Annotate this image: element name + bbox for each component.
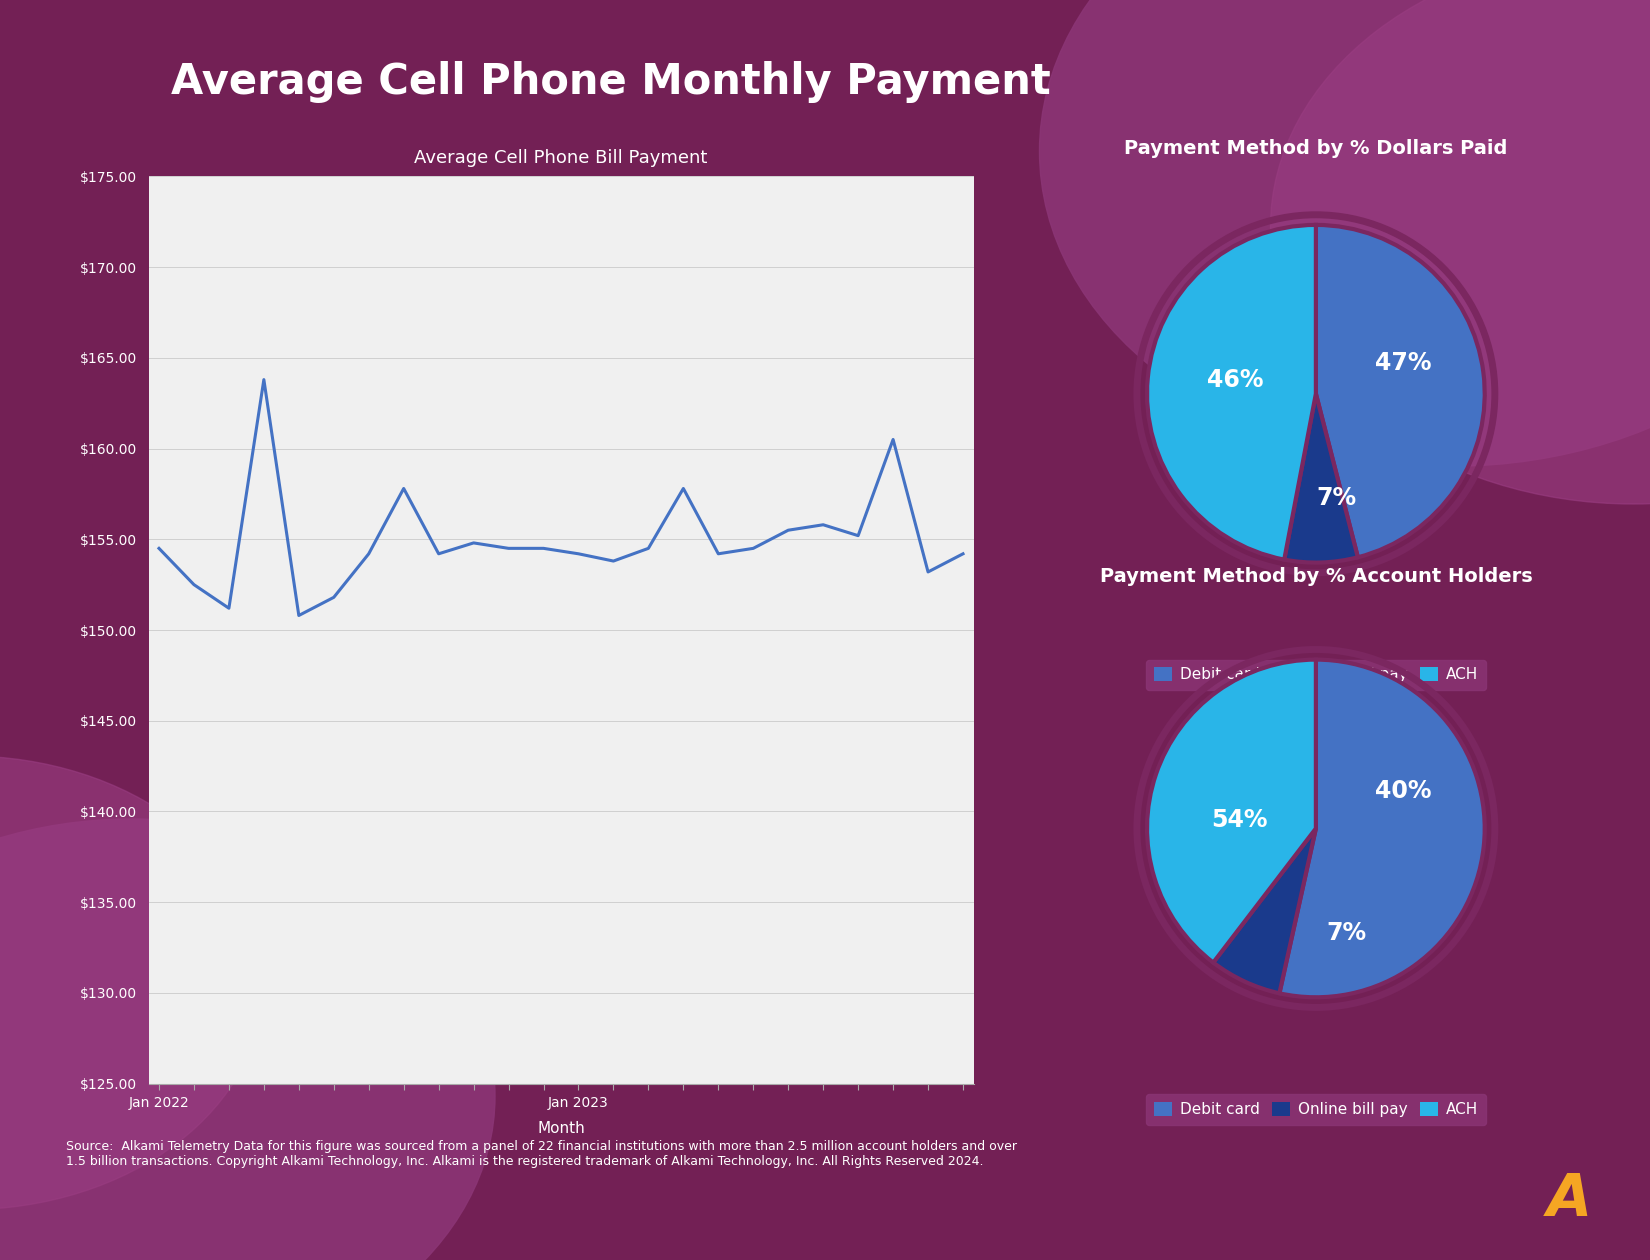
Legend: Debit card, Online bill pay, ACH: Debit card, Online bill pay, ACH [1147, 660, 1485, 690]
Wedge shape [1213, 829, 1317, 993]
Circle shape [0, 756, 264, 1210]
Text: 46%: 46% [1206, 368, 1264, 392]
Circle shape [1040, 0, 1650, 466]
X-axis label: Month: Month [538, 1121, 584, 1137]
Wedge shape [1279, 659, 1485, 997]
Wedge shape [1315, 226, 1485, 557]
Text: 7%: 7% [1327, 921, 1366, 945]
Circle shape [1270, 0, 1650, 504]
Text: 7%: 7% [1317, 486, 1356, 510]
Text: 40%: 40% [1376, 779, 1432, 804]
Text: A: A [1548, 1172, 1592, 1228]
Text: Average Cell Phone Monthly Payment: Average Cell Phone Monthly Payment [170, 60, 1051, 103]
Title: Average Cell Phone Bill Payment: Average Cell Phone Bill Payment [414, 149, 708, 166]
Text: Payment Method by % Account Holders: Payment Method by % Account Holders [1099, 567, 1533, 586]
Wedge shape [1147, 659, 1317, 963]
Text: 47%: 47% [1376, 352, 1432, 375]
Text: Payment Method by % Dollars Paid: Payment Method by % Dollars Paid [1124, 139, 1508, 158]
Legend: Debit card, Online bill pay, ACH: Debit card, Online bill pay, ACH [1147, 1095, 1485, 1125]
Wedge shape [1147, 226, 1317, 559]
Wedge shape [1284, 393, 1358, 562]
Circle shape [0, 819, 495, 1260]
Text: 54%: 54% [1211, 808, 1269, 832]
Text: Source:  Alkami Telemetry Data for this figure was sourced from a panel of 22 fi: Source: Alkami Telemetry Data for this f… [66, 1140, 1016, 1168]
